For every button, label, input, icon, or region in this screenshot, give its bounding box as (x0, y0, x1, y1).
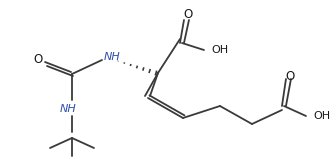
Text: OH: OH (211, 45, 228, 55)
Text: NH: NH (104, 52, 121, 62)
Text: NH: NH (60, 104, 76, 114)
Text: O: O (34, 52, 42, 66)
Text: O: O (285, 70, 294, 83)
Text: O: O (183, 7, 193, 21)
Text: OH: OH (313, 111, 331, 121)
